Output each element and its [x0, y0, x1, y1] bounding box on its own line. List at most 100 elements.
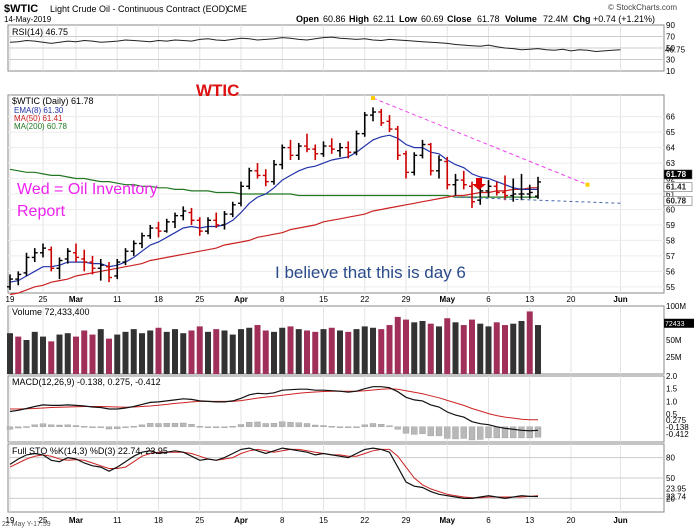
volume-bar: [370, 327, 376, 374]
macd-histogram-bar: [510, 426, 517, 439]
macd-histogram-bar: [501, 426, 509, 439]
volume-bar: [56, 334, 63, 374]
volume-bar: [502, 325, 508, 374]
stoch-value-label: 22.74: [666, 493, 687, 502]
volume-bar: [271, 331, 277, 374]
macd-histogram-bar: [345, 426, 352, 428]
price-tick-label: 59: [666, 221, 675, 230]
price-tick-label: 60: [666, 205, 675, 214]
macd-histogram-bar: [56, 424, 63, 427]
low-label: Low: [399, 14, 418, 24]
macd-histogram-bar: [180, 422, 187, 427]
macd-histogram-bar: [336, 426, 344, 428]
macd-histogram-bar: [270, 423, 278, 427]
rsi-tick-label: 10: [666, 67, 675, 76]
stoch-title: Full STO %K(14,3) %D(3) 22.74, 23.95: [12, 446, 168, 456]
price-current-label: 61.41: [666, 183, 687, 192]
rsi-tick-label: 90: [666, 21, 675, 30]
volume-bar: [180, 333, 187, 374]
price-tick-label: 55: [666, 283, 675, 292]
macd-histogram-bar: [39, 423, 47, 427]
volume-bar: [31, 331, 38, 374]
volume-bar: [89, 334, 96, 374]
volume-label-box: [664, 318, 694, 328]
price-label-box: [663, 182, 693, 192]
macd-histogram-bar: [196, 426, 203, 428]
price-title: $WTIC (Daily) 61.78: [12, 96, 94, 106]
volume-bar: [535, 325, 541, 374]
volume-bar: [188, 330, 195, 374]
volume-bar: [436, 326, 442, 374]
x-tick-label-bottom: 19: [6, 516, 15, 525]
volume-bar: [147, 330, 154, 374]
annotation-report: Report: [17, 203, 66, 220]
volume-bar: [304, 330, 310, 374]
x-tick-label: Jun: [613, 295, 627, 304]
rsi-line: [9, 36, 621, 53]
price-tick-label: 66: [666, 113, 675, 122]
macd-tick-label: 1.5: [666, 385, 678, 394]
macd-histogram-bar: [477, 426, 484, 440]
volume-current-label: 72433: [665, 321, 685, 328]
macd-histogram-bar: [394, 426, 401, 430]
open-value: 60.86: [323, 14, 346, 24]
contract-name: Light Crude Oil - Continuous Contract (E…: [50, 4, 228, 14]
volume-bar: [353, 329, 360, 374]
volume-bar: [130, 329, 137, 374]
price-tick-label: 57: [666, 252, 675, 261]
trendline-end-marker: [585, 182, 590, 187]
macd-value-label: -0.138: [666, 423, 689, 432]
annotation-day-6: I believe that this is day 6: [275, 263, 466, 282]
macd-histogram-bar: [452, 426, 459, 440]
volume-bar: [460, 325, 467, 374]
macd-histogram-bar: [287, 422, 294, 427]
x-tick-label-bottom: 13: [525, 516, 534, 525]
macd-histogram-bar: [262, 423, 269, 427]
macd-line: [9, 386, 539, 432]
macd-tick-label: 0.5: [666, 410, 678, 419]
macd-histogram-bar: [303, 423, 311, 427]
macd-histogram-bar: [81, 426, 88, 428]
macd-histogram-bar: [295, 422, 302, 427]
x-tick-label-bottom: 25: [195, 516, 204, 525]
x-tick-label-bottom: 11: [113, 516, 122, 525]
volume-bar: [246, 327, 253, 374]
chart-date: 14-May-2019: [4, 15, 52, 24]
x-tick-label: 20: [567, 295, 576, 304]
x-tick-label-bottom: 8: [280, 516, 285, 525]
volume-bar: [48, 341, 55, 374]
macd-series: [6, 386, 542, 441]
red-arrow-icon: [472, 178, 486, 190]
macd-histogram-bar: [369, 423, 377, 427]
x-tick-label: 11: [113, 295, 122, 304]
volume-bar: [493, 322, 500, 374]
volume-bar: [312, 331, 319, 374]
x-tick-label-bottom: 20: [567, 516, 576, 525]
volume-bar: [163, 331, 170, 374]
rsi-tick-label: 30: [666, 56, 675, 65]
price-series: [7, 96, 621, 296]
price-current-label: 60.78: [666, 196, 687, 205]
volume-bar: [452, 322, 459, 374]
volume-bar: [106, 338, 112, 374]
macd-signal-line: [10, 388, 539, 421]
x-tick-label: 8: [280, 295, 285, 304]
legend-ma50: MA(50) 61.41: [14, 114, 63, 123]
volume-bar: [97, 329, 104, 374]
exchange-label: CME: [227, 4, 247, 14]
x-tick-label: 25: [39, 295, 48, 304]
volume-bar: [485, 326, 492, 374]
macd-histogram-bar: [526, 426, 533, 439]
x-tick-label: 13: [525, 295, 534, 304]
x-tick-label-bottom: 18: [154, 516, 163, 525]
macd-histogram-bar: [6, 426, 14, 430]
macd-histogram-bar: [518, 426, 525, 439]
volume-bar: [114, 334, 121, 374]
x-tick-label-bottom: 25: [39, 516, 48, 525]
volume-value: 72.4M: [543, 14, 568, 24]
macd-histogram-bar: [328, 426, 335, 428]
price-tick-label: 58: [666, 236, 675, 245]
volume-bar: [328, 327, 335, 374]
macd-histogram-bar: [427, 426, 434, 437]
volume-bar: [378, 329, 385, 374]
